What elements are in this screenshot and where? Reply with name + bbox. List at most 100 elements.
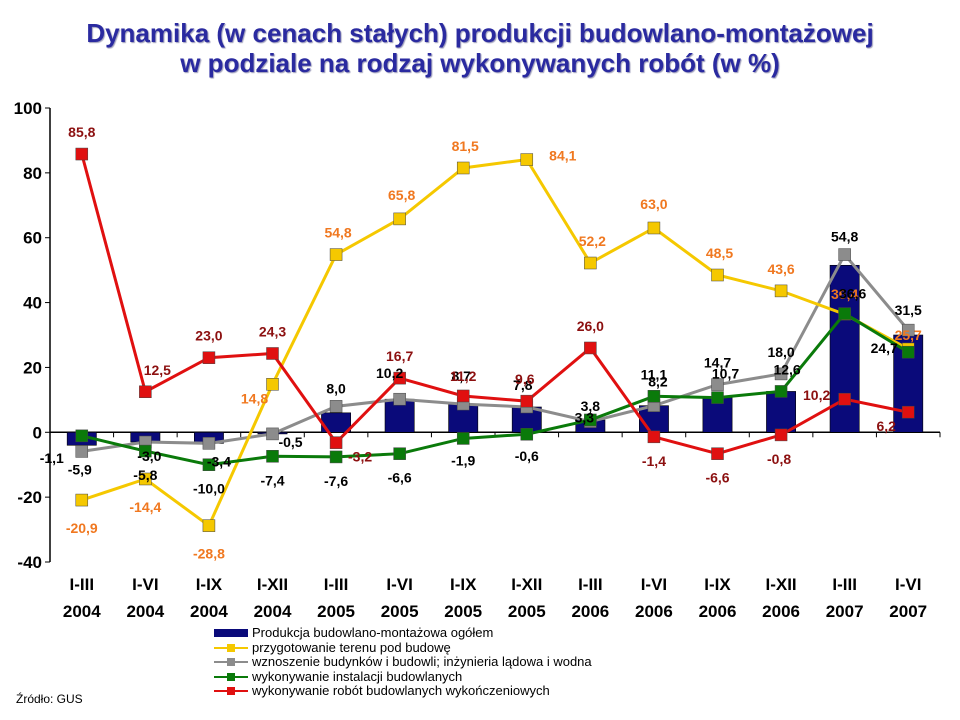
data-label: 3,3 (575, 410, 595, 426)
data-point (584, 413, 597, 427)
data-point (520, 427, 534, 441)
data-label: -5,9 (68, 461, 92, 477)
data-label: 26,0 (577, 318, 604, 334)
data-label: 63,0 (640, 196, 667, 212)
data-point (266, 378, 279, 391)
data-label: -10,0 (193, 481, 225, 497)
x-tick-label-year: 2004 (63, 602, 101, 621)
x-tick-label-year: 2007 (889, 602, 927, 621)
x-tick-label: I-VI (641, 575, 667, 594)
data-point (520, 153, 534, 166)
data-point (329, 450, 343, 464)
data-label: 10,2 (376, 365, 403, 381)
data-label: 65,8 (388, 187, 415, 203)
data-label: 84,1 (549, 148, 576, 164)
data-label: -14,4 (129, 499, 161, 515)
data-point (774, 367, 788, 381)
y-tick-label: 60 (23, 229, 42, 248)
data-point (393, 392, 406, 406)
data-label: -6,6 (388, 470, 412, 486)
legend-swatch-line (214, 642, 248, 654)
x-tick-label: I-III (832, 575, 857, 594)
bar (766, 391, 796, 433)
data-label: 14,8 (241, 390, 268, 406)
data-point (520, 394, 534, 408)
data-label: 7,8 (513, 377, 533, 393)
data-label: 3,8 (581, 398, 601, 414)
data-label: 11,2 (450, 368, 477, 384)
x-tick-label: I-IX (704, 575, 731, 594)
data-label: 18,0 (767, 344, 794, 360)
data-label: 36,6 (839, 286, 866, 302)
data-point (456, 389, 470, 403)
data-point (584, 256, 597, 270)
data-point (774, 428, 788, 442)
x-tick-label: I-VI (895, 575, 921, 594)
legend-swatch-line (214, 685, 248, 697)
x-tick-label-year: 2006 (699, 602, 737, 621)
data-point (647, 430, 661, 444)
legend-label: wznoszenie budynków i budowli; inżynieri… (252, 654, 592, 670)
y-tick-label: 80 (23, 164, 42, 183)
chart-title-line2: w podziale na rodzaj wykonywanych robót … (180, 48, 780, 78)
data-label: -1,9 (451, 452, 475, 468)
data-label: 24,7 (871, 340, 898, 356)
data-point (139, 385, 152, 398)
x-tick-label-year: 2004 (190, 602, 228, 621)
x-tick-label: I-VI (132, 575, 158, 594)
legend-label: Produkcja budowlano-montażowa ogółem (252, 625, 494, 641)
y-tick-label: -20 (17, 488, 42, 507)
data-label: -28,8 (193, 546, 225, 562)
y-tick-label: 0 (33, 423, 42, 442)
data-point (75, 147, 89, 161)
data-point (139, 472, 152, 486)
data-label: -0,5 (278, 434, 302, 450)
y-tick-label: 40 (23, 294, 42, 313)
x-tick-label: I-IX (450, 575, 477, 594)
data-point (202, 519, 216, 532)
data-label: 24,3 (259, 323, 286, 339)
data-point (266, 427, 279, 441)
data-label: 10,7 (712, 366, 739, 382)
x-tick-label-year: 2005 (508, 602, 546, 621)
x-tick-label-year: 2005 (317, 602, 355, 621)
legend-item-installations: wykonywanie instalacji budowlanych (214, 669, 592, 685)
data-label: 54,8 (831, 229, 858, 245)
data-point (456, 432, 470, 445)
data-point (647, 221, 661, 235)
data-label: 12,5 (144, 362, 171, 378)
x-tick-label-year: 2004 (254, 602, 292, 621)
x-tick-label: I-VI (386, 575, 412, 594)
data-point (202, 437, 216, 450)
legend-swatch-line (214, 671, 248, 683)
chart-legend: Produkcja budowlano-montażowa ogółem prz… (214, 626, 592, 699)
legend-item-construction: wznoszenie budynków i budowli; inżynieri… (214, 655, 592, 670)
source-note: Źródło: GUS (16, 692, 83, 706)
data-point (584, 341, 597, 355)
x-tick-label: I-III (70, 575, 95, 594)
chart-title-line1: Dynamika (w cenach stałych) produkcji bu… (86, 18, 874, 48)
data-label: 14,7 (704, 355, 731, 371)
x-tick-label: I-III (578, 575, 603, 594)
data-point (838, 248, 851, 261)
data-label: -0,6 (515, 448, 539, 464)
y-tick-label: -40 (17, 553, 42, 572)
data-point (711, 268, 724, 282)
legend-item-finishing: wykonywanie robót budowlanych wykończeni… (214, 684, 592, 699)
data-label: 43,6 (767, 261, 794, 277)
x-tick-label-year: 2006 (635, 602, 673, 621)
data-label: -1,4 (642, 453, 666, 469)
x-tick-label-year: 2006 (571, 602, 609, 621)
data-label: 81,5 (452, 138, 479, 154)
data-label: 23,0 (195, 328, 222, 344)
data-point (266, 347, 279, 360)
data-point (901, 323, 915, 337)
data-label: 9,6 (515, 371, 535, 387)
data-label: 8,2 (648, 374, 668, 390)
data-label: 48,5 (706, 245, 733, 261)
data-point (75, 493, 89, 507)
data-label: -3,4 (207, 453, 231, 469)
series-line (81, 157, 909, 528)
data-point (139, 444, 152, 458)
data-label: -7,6 (324, 473, 348, 489)
